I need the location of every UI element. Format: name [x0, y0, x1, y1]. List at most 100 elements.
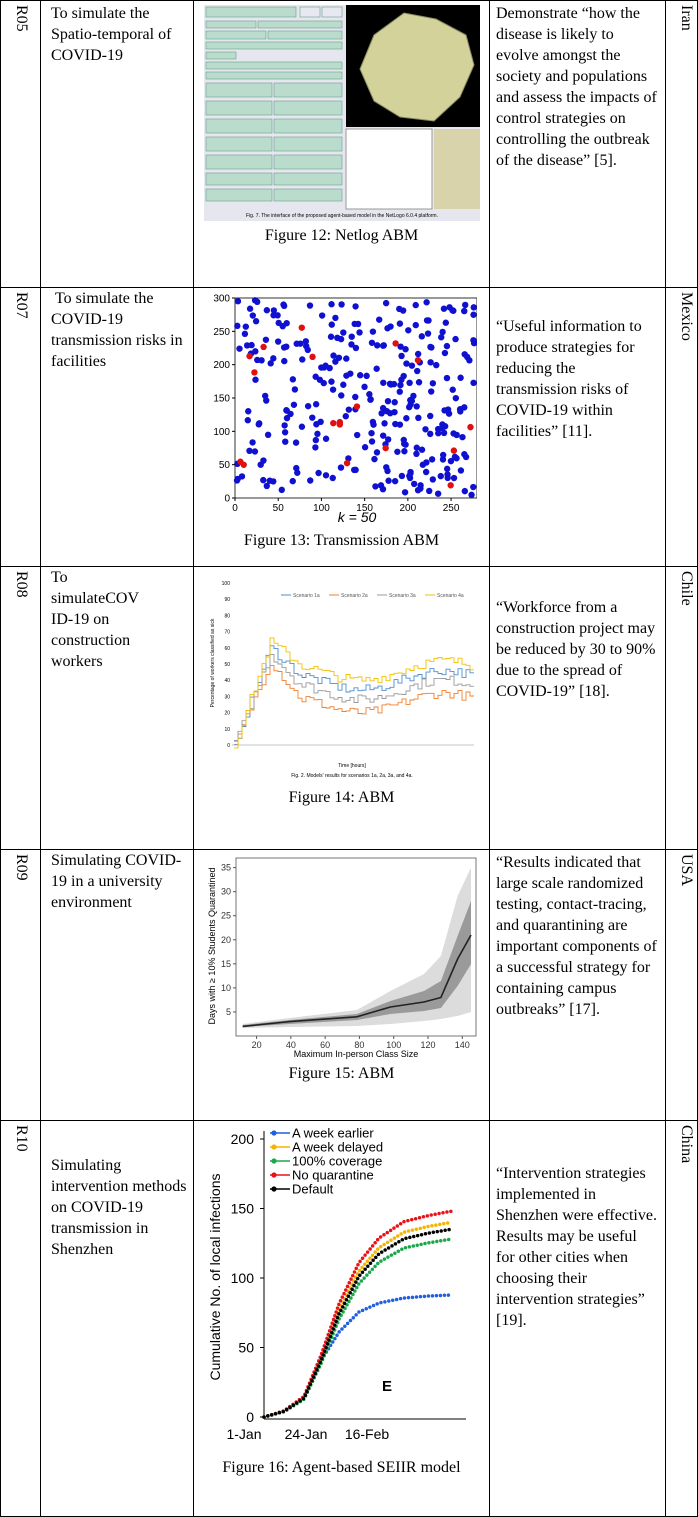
agent	[246, 448, 252, 454]
agent	[253, 299, 259, 305]
aim-cell: To simulate the Spatio-temporal of COVID…	[41, 1, 194, 288]
row-id: R07	[1, 288, 32, 319]
country-cell: Iran	[666, 1, 698, 288]
y-tick-label: 150	[213, 394, 230, 405]
agent	[406, 475, 412, 481]
agent	[439, 425, 445, 431]
agent	[260, 477, 266, 483]
agent	[328, 301, 334, 307]
agent	[394, 449, 400, 455]
agent	[340, 382, 346, 388]
agent	[433, 362, 439, 368]
agent	[391, 478, 397, 484]
infected-agent	[309, 354, 315, 360]
aim-text: To simulate the Spatio-temporal of COVID…	[41, 1, 193, 66]
agent	[450, 475, 456, 481]
agent	[274, 338, 280, 344]
agent	[246, 306, 252, 312]
agent	[400, 441, 406, 447]
legend: A week earlierA week delayed100% coverag…	[270, 1127, 383, 1197]
agent	[252, 377, 258, 383]
agent	[442, 320, 448, 326]
row-id: R10	[1, 1121, 32, 1152]
x-tick-label: 1-Jan	[226, 1426, 261, 1442]
finding-cell: “Useful information to produce strategie…	[490, 288, 666, 567]
agent	[318, 364, 324, 370]
agent	[292, 439, 298, 445]
agent	[443, 343, 449, 349]
agent	[422, 469, 428, 475]
finding-text: “Results indicated that large scale rand…	[490, 850, 665, 1022]
agent	[337, 336, 343, 342]
y-tick-label: 30	[224, 694, 230, 700]
agent	[368, 438, 374, 444]
country: USA	[666, 850, 697, 886]
agent	[449, 387, 455, 393]
agent	[257, 461, 263, 467]
y-tick-label: 150	[230, 1201, 254, 1217]
table-row: R05 To simulate the Spatio-temporal of C…	[1, 1, 698, 288]
infected-agent	[260, 344, 266, 350]
agent	[429, 380, 435, 386]
agent	[427, 431, 433, 437]
agent	[245, 408, 251, 414]
x-tick-label: 100	[386, 1040, 401, 1050]
y-tick-label: 100	[221, 581, 230, 587]
agent	[439, 329, 445, 335]
agent	[363, 373, 369, 379]
figure: k = 50 050100150200250050100150200250300…	[194, 288, 489, 551]
agent	[312, 401, 318, 407]
scatter-figure: k = 50 050100150200250050100150200250300	[207, 290, 477, 530]
agent	[449, 307, 455, 313]
y-tick-label: 70	[224, 630, 230, 636]
y-tick-label: 25	[220, 911, 230, 921]
y-axis-label: Days with ≥ 10% Students Quarantined	[207, 867, 217, 1024]
finding-cell: Demonstrate “how the disease is likely t…	[490, 1, 666, 288]
agent	[345, 406, 351, 412]
y-tick-label: 35	[220, 863, 230, 873]
agent	[234, 298, 240, 304]
agent	[457, 408, 463, 414]
id-cell: R05	[1, 1, 41, 288]
agent	[410, 481, 416, 487]
agent	[291, 386, 297, 392]
country: Chile	[666, 567, 697, 606]
agent	[428, 456, 434, 462]
curves	[264, 1211, 451, 1417]
agent	[352, 345, 358, 351]
agent	[353, 432, 359, 438]
agent	[307, 477, 313, 483]
legend-marker	[271, 1130, 276, 1135]
infected-agent	[251, 369, 257, 375]
agent	[405, 404, 411, 410]
legend-label: Scenario 2a	[341, 593, 368, 599]
infected-agent	[414, 357, 420, 363]
agent	[457, 375, 463, 381]
x-tick-label: 50	[272, 503, 284, 514]
agent	[270, 307, 276, 313]
row-id: R08	[1, 567, 32, 598]
agent	[356, 329, 362, 335]
infected-agent	[467, 424, 473, 430]
agent	[400, 373, 406, 379]
figure-caption: Figure 13: Transmission ABM	[224, 530, 459, 551]
agent	[396, 320, 402, 326]
legend-label: 100% coverage	[292, 1154, 382, 1169]
agent	[396, 389, 402, 395]
agent	[382, 300, 388, 306]
agent	[437, 473, 443, 479]
y-tick-label: 0	[227, 743, 230, 749]
series-line	[234, 655, 474, 745]
agent	[461, 451, 467, 457]
agent	[419, 462, 425, 468]
y-tick-label: 50	[224, 662, 230, 668]
plot-legend	[434, 129, 480, 209]
row-id: R09	[1, 850, 32, 881]
x-tick-label: 250	[442, 503, 459, 514]
agent	[443, 375, 449, 381]
legend-marker	[271, 1172, 276, 1177]
agent	[466, 357, 472, 363]
infected-agent	[246, 353, 252, 359]
agent	[413, 403, 419, 409]
